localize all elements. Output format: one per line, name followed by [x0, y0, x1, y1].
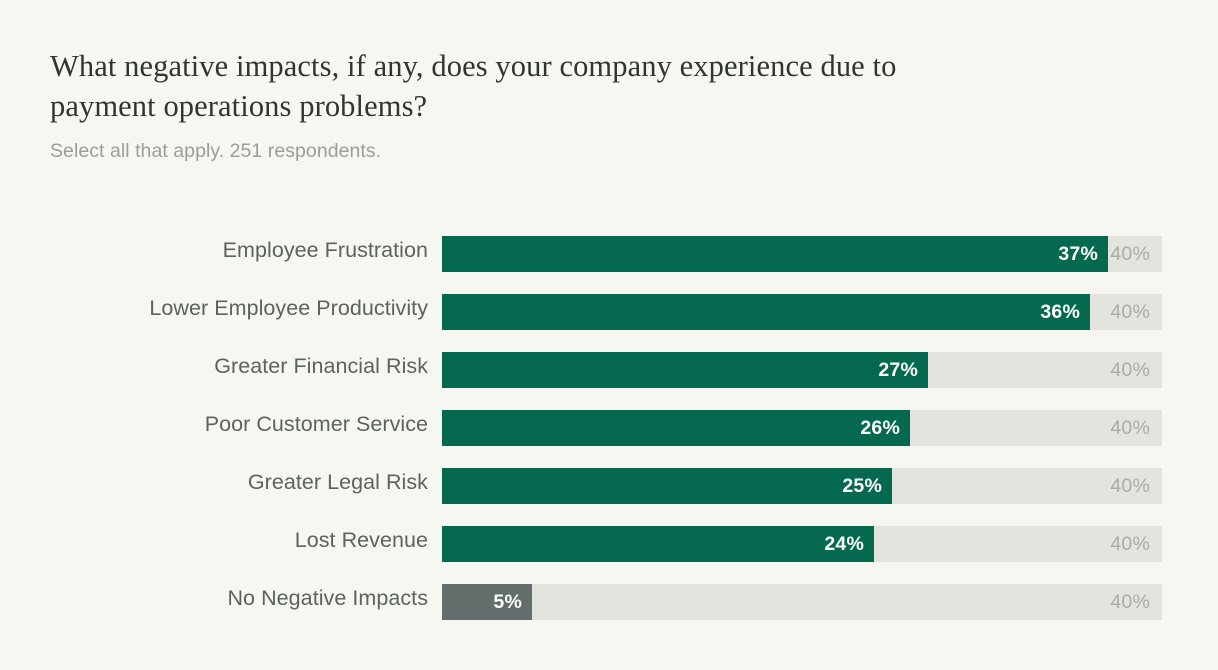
axis-max-label: 40%: [1110, 301, 1150, 323]
bar-row: Lost Revenue 24% 40%: [0, 518, 1218, 576]
bar-fill: 27%: [442, 352, 928, 388]
chart-header: What negative impacts, if any, does your…: [50, 46, 1090, 164]
bar-value-label: 26%: [860, 417, 900, 439]
bar-value-label: 37%: [1058, 243, 1098, 265]
axis-max-label: 40%: [1110, 591, 1150, 613]
bar-fill: 24%: [442, 526, 874, 562]
bar-category-label: Greater Legal Risk: [247, 470, 428, 494]
bar-row: Greater Financial Risk 27% 40%: [0, 344, 1218, 402]
axis-max-label: 40%: [1110, 243, 1150, 265]
axis-max-label: 40%: [1110, 417, 1150, 439]
bar-track: 37% 40%: [442, 236, 1162, 272]
bar-fill: 25%: [442, 468, 892, 504]
bar-row: Greater Legal Risk 25% 40%: [0, 460, 1218, 518]
bar-value-label: 27%: [878, 359, 918, 381]
bar-value-label: 5%: [493, 591, 522, 613]
bar-row: No Negative Impacts 5% 40%: [0, 576, 1218, 634]
bar-category-label: Greater Financial Risk: [214, 354, 428, 378]
bar-value-label: 24%: [824, 533, 864, 555]
bar-fill: 5%: [442, 584, 532, 620]
bar-value-label: 36%: [1040, 301, 1080, 323]
bar-row: Poor Customer Service 26% 40%: [0, 402, 1218, 460]
bar-track: 24% 40%: [442, 526, 1162, 562]
bar-row: Lower Employee Productivity 36% 40%: [0, 286, 1218, 344]
bar-fill: 37%: [442, 236, 1108, 272]
axis-max-label: 40%: [1110, 359, 1150, 381]
bar-chart-plot: Employee Frustration 37% 40% Lower Employee…: [0, 228, 1218, 634]
bar-track: 27% 40%: [442, 352, 1162, 388]
bar-category-label: Employee Frustration: [222, 238, 428, 262]
bar-category-label: Lower Employee Productivity: [149, 296, 428, 320]
bar-category-label: Lost Revenue: [294, 528, 428, 552]
bar-track: 26% 40%: [442, 410, 1162, 446]
axis-max-label: 40%: [1110, 475, 1150, 497]
bar-track: 25% 40%: [442, 468, 1162, 504]
chart-subtitle: Select all that apply. 251 respondents.: [50, 140, 382, 162]
chart-title: What negative impacts, if any, does your…: [50, 49, 897, 123]
bar-track: 36% 40%: [442, 294, 1162, 330]
bar-value-label: 25%: [842, 475, 882, 497]
bar-track: 5% 40%: [442, 584, 1162, 620]
bar-fill: 26%: [442, 410, 910, 446]
bar-category-label: No Negative Impacts: [227, 586, 428, 610]
bar-row: Employee Frustration 37% 40%: [0, 228, 1218, 286]
axis-max-label: 40%: [1110, 533, 1150, 555]
bar-category-label: Poor Customer Service: [204, 412, 428, 436]
bar-fill: 36%: [442, 294, 1090, 330]
